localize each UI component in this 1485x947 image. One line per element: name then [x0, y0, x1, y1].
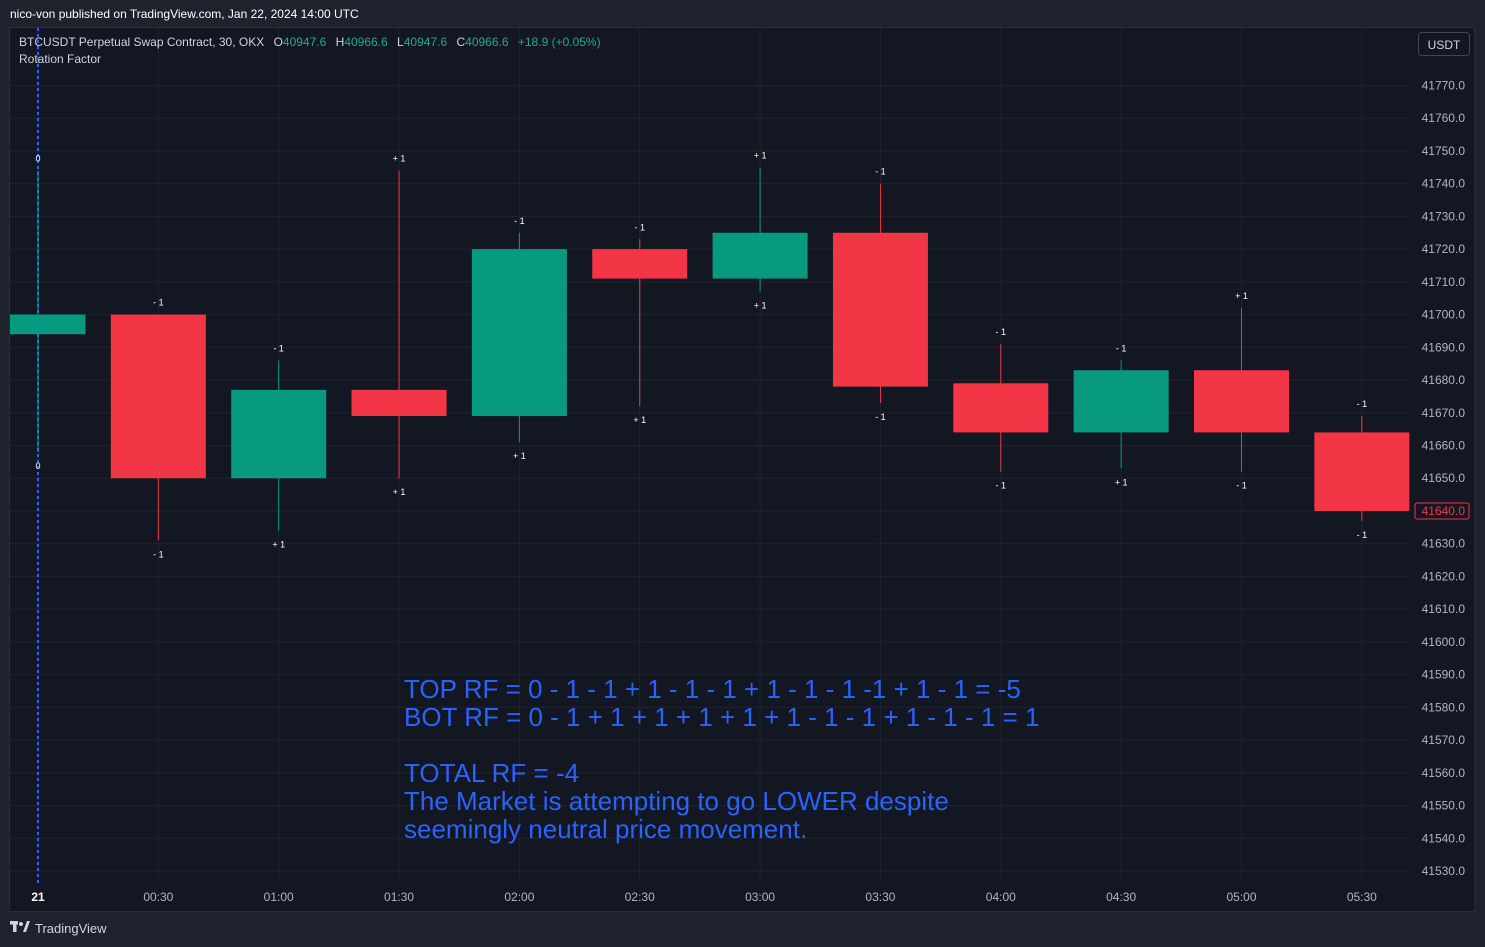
high-label: H [335, 35, 345, 49]
y-axis-tick-label: 41630.0 [1422, 537, 1466, 551]
low-label: L [397, 35, 404, 49]
y-axis-tick-label: 41670.0 [1422, 406, 1466, 420]
symbol-title[interactable]: BTCUSDT Perpetual Swap Contract, 30, OKX [19, 35, 265, 49]
candle-body [953, 383, 1049, 433]
candle-body [10, 314, 86, 335]
open-label: O [273, 35, 283, 49]
rotation-top-label: 0 [35, 154, 40, 164]
x-axis-tick-label: 04:30 [1106, 890, 1136, 904]
candle-body [110, 314, 206, 479]
rotation-top-label: + 1 [393, 154, 406, 164]
candle-body [351, 389, 447, 417]
rotation-bottom-label: - 1 [1236, 481, 1247, 491]
open-value: 40947.6 [282, 35, 327, 49]
chart-background [10, 28, 1474, 911]
footer: TradingView [10, 921, 107, 936]
rotation-top-label: - 1 [514, 216, 525, 226]
annotation-text-line: TOTAL RF = -4 [404, 758, 579, 788]
tradingview-logo-icon[interactable] [10, 921, 30, 936]
published-by-text: nico-von published on TradingView.com, J… [10, 7, 359, 21]
y-axis-tick-label: 41550.0 [1422, 799, 1466, 813]
x-axis-tick-label: 02:30 [625, 890, 655, 904]
chart-frame[interactable]: 41530.0 41540.0 41550.0 41560.0 41570.0 41580… [9, 27, 1475, 912]
y-axis-tick-label: 41620.0 [1422, 569, 1466, 583]
y-axis-tick-label: 41690.0 [1422, 340, 1466, 354]
y-axis-tick-label: 41580.0 [1422, 700, 1466, 714]
x-axis-tick-label: 02:00 [504, 890, 534, 904]
annotation-text-line: BOT RF = 0 - 1 + 1 + 1 + 1 + 1 + 1 - 1 -… [404, 702, 1039, 732]
y-axis-tick-label: 41590.0 [1422, 668, 1466, 682]
annotation-text-line: TOP RF = 0 - 1 - 1 + 1 - 1 - 1 + 1 - 1 -… [404, 674, 1021, 704]
y-axis-tick-label: 41760.0 [1422, 111, 1466, 125]
y-axis-tick-label: 41540.0 [1422, 831, 1466, 845]
y-axis-tick-label: 41600.0 [1422, 635, 1466, 649]
y-axis-tick-label: 41740.0 [1422, 177, 1466, 191]
y-axis-tick-label: 41650.0 [1422, 471, 1466, 485]
y-axis-tick-label: 41570.0 [1422, 733, 1466, 747]
y-axis-tick-label: 41680.0 [1422, 373, 1466, 387]
close-label: C [456, 35, 466, 49]
rotation-bottom-label: + 1 [633, 415, 646, 425]
candle-body [832, 232, 928, 387]
x-axis-tick-label: 01:30 [384, 890, 414, 904]
annotation-text-line: seemingly neutral price movement. [404, 814, 807, 844]
y-axis-tick-label: 41720.0 [1422, 242, 1466, 256]
last-price-box [1414, 502, 1470, 520]
y-axis-tick-label: 41750.0 [1422, 144, 1466, 158]
rotation-bottom-label: - 1 [875, 412, 886, 422]
candle-body [231, 389, 327, 479]
x-axis-tick-label: 03:30 [865, 890, 895, 904]
rotation-bottom-label: 0 [35, 461, 40, 471]
x-axis-tick-label: 04:00 [986, 890, 1016, 904]
rotation-bottom-label: + 1 [272, 540, 285, 550]
y-axis-tick-label: 41730.0 [1422, 209, 1466, 223]
x-axis-tick-label: 21 [31, 890, 45, 904]
candle-body [1194, 370, 1289, 433]
indicator-name[interactable]: Rotation Factor [19, 52, 102, 66]
rotation-bottom-label: - 1 [996, 481, 1007, 491]
rotation-bottom-label: - 1 [153, 549, 164, 559]
x-axis-tick-label: 00:30 [143, 890, 173, 904]
rotation-top-label: + 1 [1235, 291, 1248, 301]
rotation-top-label: - 1 [273, 343, 284, 353]
candle-body [471, 249, 567, 417]
rotation-bottom-label: + 1 [754, 301, 767, 311]
rotation-top-label: - 1 [153, 298, 164, 308]
rotation-top-label: - 1 [1357, 399, 1368, 409]
rotation-bottom-label: + 1 [1115, 477, 1128, 487]
candle-body [712, 232, 808, 279]
rotation-top-label: - 1 [634, 222, 645, 232]
close-value: 40966.6 [465, 35, 509, 49]
rotation-bottom-label: - 1 [1357, 530, 1368, 540]
rotation-bottom-label: + 1 [513, 451, 526, 461]
y-axis-tick-label: 41660.0 [1422, 439, 1466, 453]
last-price-label: 41640.0 [1422, 504, 1466, 518]
y-axis-tick-label: 41700.0 [1422, 308, 1466, 322]
y-axis-tick-label: 41610.0 [1422, 602, 1466, 616]
x-axis-tick-label: 05:30 [1347, 890, 1377, 904]
rotation-bottom-label: + 1 [393, 487, 406, 497]
candlestick-chart[interactable]: 41530.0 41540.0 41550.0 41560.0 41570.0 41580… [10, 28, 1474, 911]
candle-body [1314, 432, 1410, 511]
y-axis-tick-label: 41770.0 [1422, 78, 1466, 92]
y-axis-tick-label: 41530.0 [1422, 864, 1466, 878]
y-axis-tick-label: 41710.0 [1422, 275, 1466, 289]
x-axis-tick-label: 03:00 [745, 890, 775, 904]
x-axis-tick-label: 01:00 [264, 890, 294, 904]
rotation-top-label: + 1 [754, 150, 767, 160]
candle-body [1073, 370, 1169, 433]
change-value: +18.9 (+0.05%) [517, 35, 601, 49]
x-axis-tick-label: 05:00 [1226, 890, 1256, 904]
y-axis-tick-label: 41560.0 [1422, 766, 1466, 780]
low-value: 40947.6 [403, 35, 448, 49]
high-value: 40966.6 [344, 35, 388, 49]
rotation-top-label: - 1 [1116, 343, 1127, 353]
rotation-top-label: - 1 [875, 167, 886, 177]
currency-button[interactable]: USDT [1418, 32, 1470, 56]
footer-brand[interactable]: TradingView [35, 921, 107, 936]
candle-body [592, 249, 688, 279]
rotation-top-label: - 1 [996, 327, 1007, 337]
annotation-text-line: The Market is attempting to go LOWER des… [404, 786, 949, 816]
symbol-legend: BTCUSDT Perpetual Swap Contract, 30, OKX… [19, 35, 601, 49]
